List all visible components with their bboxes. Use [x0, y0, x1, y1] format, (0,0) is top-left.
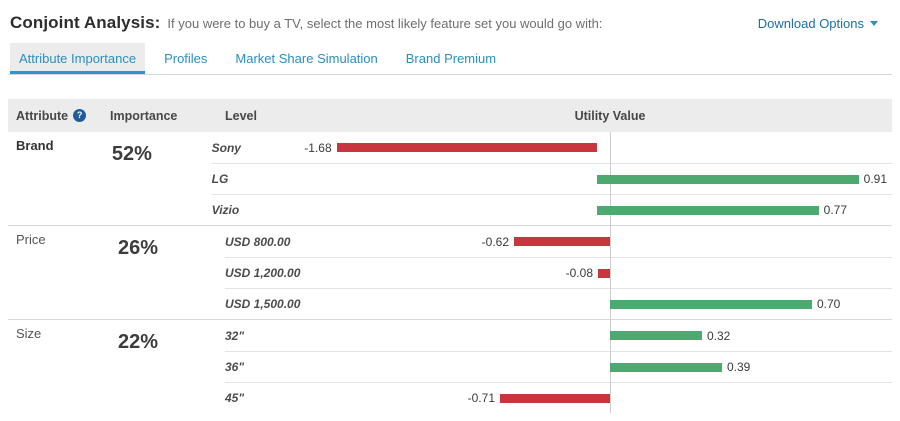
utility-chart-cell: 0.77 [300, 195, 892, 225]
table-body: Brand 52% Sony -1.68 LG 0.91 Vizio 0.77 … [8, 132, 892, 413]
utility-value-label: -1.68 [304, 140, 332, 155]
positive-side: 0.70 [610, 297, 892, 311]
negative-side: -1.68 [300, 141, 597, 155]
importance-value: 26% [118, 237, 159, 259]
positive-side: 0.39 [610, 360, 892, 374]
level-label: USD 800.00 [225, 234, 291, 249]
tab-brand-premium[interactable]: Brand Premium [405, 51, 497, 66]
level-label: 45" [225, 391, 245, 405]
attribute-header-label: Attribute [16, 108, 69, 123]
help-icon[interactable]: ? [73, 109, 87, 122]
attribute-name: Brand [16, 138, 54, 153]
utility-bar-positive [596, 205, 819, 215]
level-row: LG 0.91 [211, 163, 892, 194]
importance-value: 52% [111, 143, 152, 165]
utility-value-label: -0.08 [565, 266, 593, 280]
attribute-section: Price 26% USD 800.00 -0.62 USD 1,200.00 … [8, 225, 892, 319]
levels: USD 800.00 -0.62 USD 1,200.00 -0.08 USD … [225, 226, 892, 319]
zero-axis-line [610, 132, 611, 413]
level-label: USD 1,500.00 [225, 297, 301, 311]
positive-side: 0.77 [596, 203, 892, 217]
column-header-importance: Importance [110, 108, 178, 123]
utility-bar-negative [336, 143, 597, 152]
level-row: 45" -0.71 [225, 382, 892, 413]
utility-value-label: 0.91 [863, 172, 887, 186]
utility-bar-positive [610, 331, 702, 340]
utility-bar-negative [514, 237, 610, 246]
utility-chart-cell: 0.91 [300, 164, 892, 194]
importance-value: 22% [118, 331, 159, 353]
positive-side: 0.32 [610, 329, 892, 343]
positive-side: 0.91 [596, 172, 892, 186]
level-label: 32" [225, 328, 245, 343]
utility-chart-cell: -1.68 [300, 132, 892, 163]
level-row: USD 800.00 -0.62 [225, 226, 892, 257]
levels: 32" 0.32 36" 0.39 45" -0.71 [225, 320, 892, 413]
attribute-section: Size 22% 32" 0.32 36" 0.39 45" -0.71 [8, 319, 892, 413]
utility-chart-cell: -0.71 [313, 383, 892, 413]
utility-bar-negative [500, 393, 610, 403]
utility-value-label: 0.39 [727, 360, 751, 374]
utility-value-label: -0.71 [467, 391, 495, 405]
negative-side: -0.71 [313, 391, 610, 405]
utility-chart-cell: -0.08 [313, 258, 892, 288]
utility-chart-cell: 0.39 [313, 352, 892, 382]
page-title: Conjoint Analysis: [10, 13, 161, 32]
attribute-name: Price [16, 232, 46, 247]
attribute-section: Brand 52% Sony -1.68 LG 0.91 Vizio 0.77 [8, 132, 892, 225]
tab-profiles[interactable]: Profiles [164, 51, 208, 66]
level-label: USD 1,200.00 [225, 266, 301, 280]
utility-bar-positive [596, 174, 859, 184]
level-row: Sony -1.68 [212, 132, 892, 163]
tab-attribute-importance[interactable]: Attribute Importance [10, 43, 146, 74]
utility-value-label: 0.77 [823, 203, 847, 217]
negative-side: -0.08 [313, 266, 610, 280]
tabs: Attribute Importance Profiles Market Share… [8, 43, 892, 75]
utility-value-label: -0.62 [481, 234, 509, 249]
level-label: Sony [211, 140, 241, 155]
level-row: USD 1,200.00 -0.08 [225, 257, 892, 288]
attribute-name: Size [16, 326, 42, 341]
utility-value-label: 0.32 [707, 328, 731, 343]
download-options-button[interactable]: Download Options [758, 16, 878, 31]
utility-bar-positive [610, 362, 722, 372]
levels: Sony -1.68 LG 0.91 Vizio 0.77 [211, 132, 892, 225]
level-row: Vizio 0.77 [211, 194, 892, 225]
level-label: 36" [225, 360, 245, 374]
utility-bar-negative [598, 268, 610, 278]
level-row: USD 1,500.00 0.70 [225, 288, 892, 319]
level-label: LG [211, 172, 229, 186]
utility-bar-positive [610, 299, 812, 309]
utility-chart-cell: -0.62 [313, 226, 892, 257]
utility-value-label: 0.70 [817, 297, 841, 311]
column-header-level: Level [225, 108, 257, 123]
negative-side: -0.62 [313, 235, 610, 249]
table-header-row: Attribute ? Importance Level Utility Val… [8, 99, 892, 132]
utility-chart-cell: 0.32 [313, 320, 892, 351]
level-label: Vizio [211, 203, 240, 217]
topbar: Conjoint Analysis: If you were to buy a … [8, 0, 892, 43]
chevron-down-icon [870, 21, 878, 26]
level-row: 36" 0.39 [225, 351, 892, 382]
level-row: 32" 0.32 [225, 320, 892, 351]
tab-market-share-simulation[interactable]: Market Share Simulation [235, 51, 378, 66]
column-header-attribute: Attribute ? [8, 109, 108, 123]
page-subtitle: If you were to buy a TV, select the most… [167, 16, 603, 31]
download-options-label: Download Options [757, 16, 864, 31]
utility-chart-cell: 0.70 [313, 289, 892, 319]
column-header-utility-value: Utility Value [574, 108, 646, 123]
title-wrap: Conjoint Analysis: If you were to buy a … [10, 13, 602, 33]
